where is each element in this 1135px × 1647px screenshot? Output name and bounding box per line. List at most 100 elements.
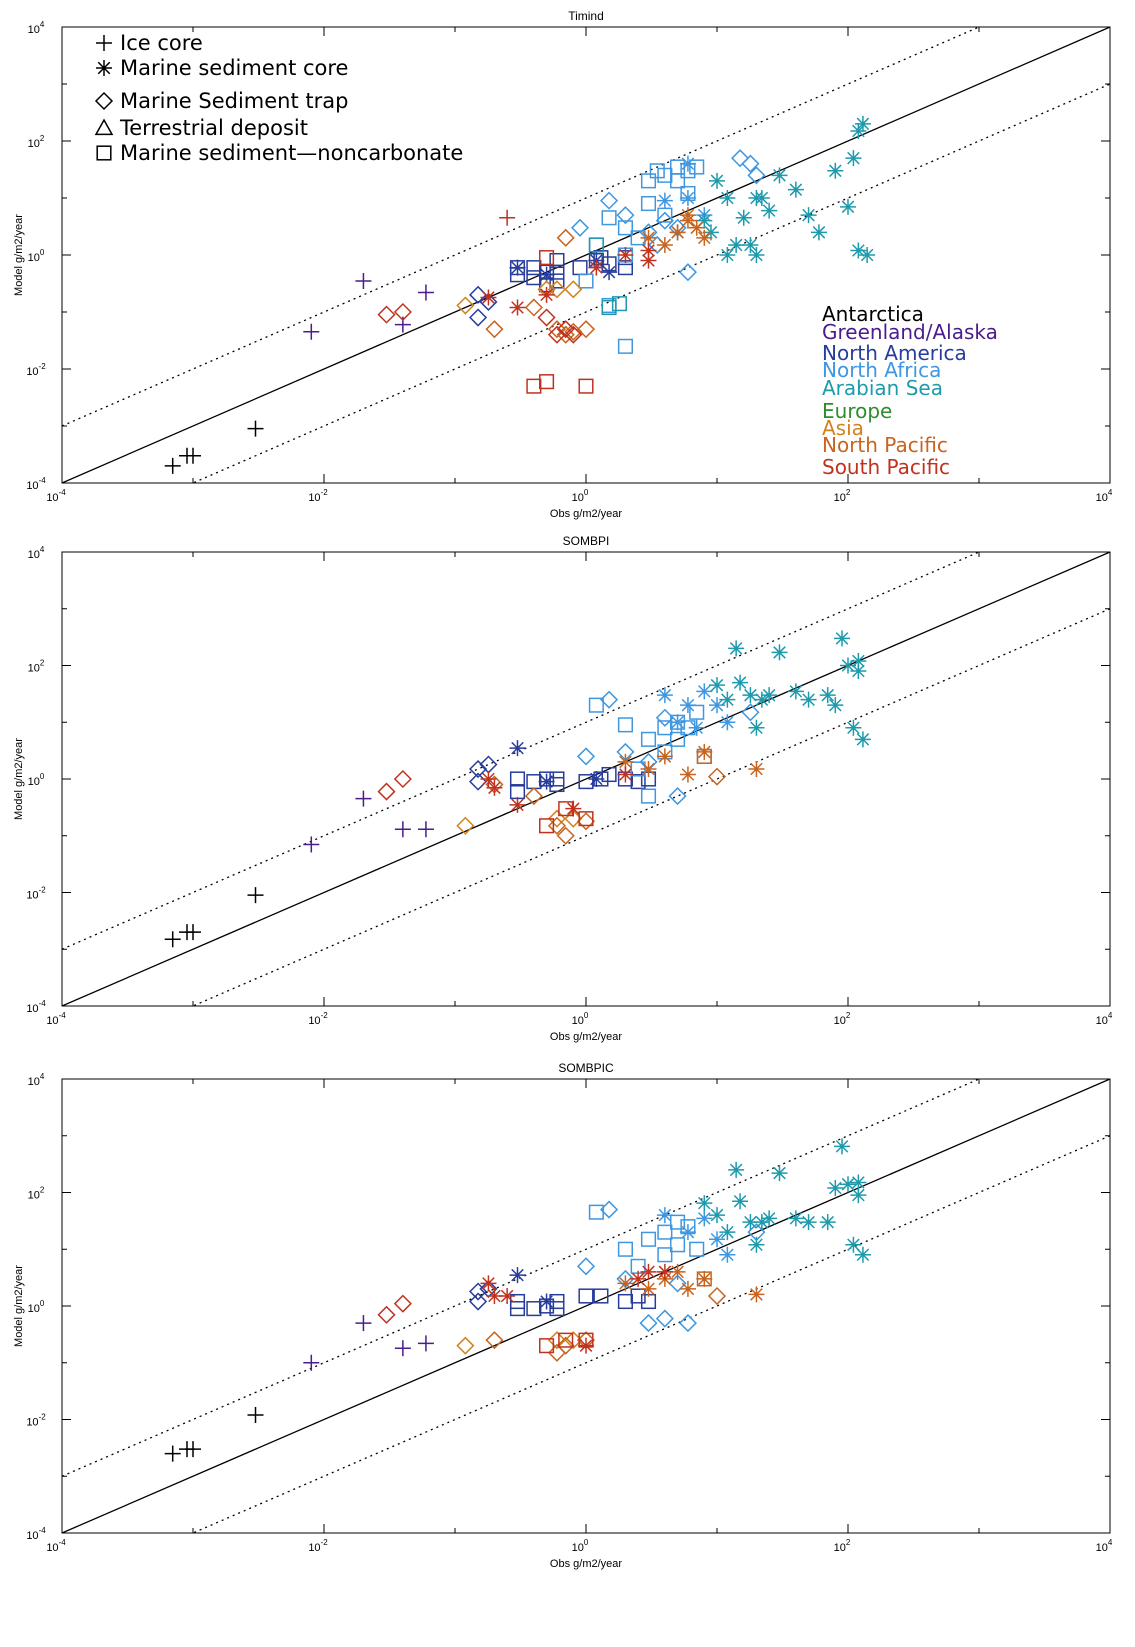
x-tick-label: 100 — [572, 1538, 589, 1554]
data-point-asterisk — [696, 1195, 713, 1212]
y-tick-label: 102 — [28, 1186, 45, 1202]
data-point-asterisk — [656, 687, 673, 704]
reference-lines — [62, 1079, 1110, 1533]
one-to-one-line — [62, 1079, 1110, 1533]
x-tick-label: 10-2 — [308, 1011, 328, 1027]
data-point-plus — [355, 1315, 372, 1332]
data-point-diamond — [570, 218, 590, 237]
y-tick-label: 100 — [28, 1299, 45, 1315]
data-point-asterisk — [827, 162, 844, 179]
data-point-square — [611, 296, 627, 312]
data-point-asterisk — [787, 181, 804, 198]
x-tick-label: 100 — [572, 488, 589, 504]
data-point-asterisk — [800, 1214, 817, 1231]
data-point-diamond — [393, 302, 412, 322]
data-point-asterisk — [827, 1180, 844, 1197]
data-point-asterisk — [509, 299, 526, 316]
data-point-asterisk — [753, 190, 770, 206]
data-point-diamond — [469, 308, 488, 327]
data-point-asterisk — [845, 719, 862, 736]
data-point-asterisk — [819, 1214, 836, 1231]
data-point-square — [588, 237, 604, 253]
legend-label: Marine sediment core — [120, 56, 348, 80]
data-point-asterisk — [696, 1210, 713, 1227]
data-point-asterisk — [728, 640, 745, 657]
data-point-diamond — [485, 320, 504, 339]
data-point-square — [539, 818, 555, 834]
data-point-asterisk — [742, 236, 759, 253]
data-point-asterisk — [709, 697, 725, 714]
data-point-square — [601, 766, 617, 783]
data-point-square — [689, 1241, 705, 1257]
data-point-diamond — [377, 782, 396, 801]
region-legend-label: North Pacific — [822, 433, 948, 457]
legend-label: Marine sediment—noncarbonate — [120, 141, 463, 165]
factor-ten-line — [191, 608, 1110, 1006]
data-point-diamond — [564, 280, 583, 299]
y-tick-label: 102 — [28, 659, 45, 675]
reference-lines — [62, 552, 1110, 1006]
data-point-square — [578, 1288, 594, 1304]
data-point-asterisk — [669, 1263, 686, 1280]
data-point-square — [640, 731, 657, 747]
data-point-asterisk — [834, 630, 851, 647]
data-point-diamond — [707, 1286, 727, 1306]
data-point-square — [640, 195, 657, 212]
data-point-asterisk — [850, 1187, 867, 1204]
data-point-asterisk — [656, 1263, 673, 1280]
reference-lines — [62, 27, 1110, 483]
data-point-asterisk — [480, 289, 497, 306]
chart-title: SOMBPIC — [558, 1061, 614, 1075]
data-point-square — [539, 1298, 555, 1314]
x-axis-label: Obs g/m2/year — [550, 508, 622, 520]
x-tick-label: 102 — [834, 1538, 851, 1554]
legend-marker-plus — [96, 35, 112, 51]
x-tick-label: 104 — [1096, 488, 1113, 504]
data-point-asterisk — [732, 674, 749, 691]
data-point-plus — [247, 420, 264, 437]
factor-ten-line — [62, 27, 981, 427]
x-tick-label: 10-2 — [308, 1538, 328, 1554]
data-point-diamond — [668, 787, 687, 806]
data-point-asterisk — [719, 1246, 736, 1263]
data-point-asterisk — [800, 207, 817, 224]
x-tick-label: 102 — [834, 1011, 851, 1027]
data-point-square — [578, 1332, 594, 1348]
data-point-asterisk — [735, 209, 752, 226]
data-point-asterisk — [509, 740, 526, 757]
data-point-asterisk — [688, 219, 705, 236]
data-point-asterisk — [640, 242, 657, 259]
data-point-asterisk — [679, 697, 696, 714]
data-point-asterisk — [709, 677, 725, 694]
data-point-diamond — [576, 812, 596, 831]
data-point-square — [539, 1338, 555, 1354]
data-point-asterisk — [709, 1231, 725, 1248]
data-point-diamond — [485, 1331, 504, 1350]
data-point-asterisk — [728, 1161, 745, 1178]
data-point-diamond — [377, 1305, 396, 1324]
data-point-diamond — [639, 1314, 658, 1333]
region-legend-label: Greenland/Alaska — [822, 320, 998, 344]
data-point-square — [601, 256, 617, 272]
data-point-asterisk — [480, 1275, 497, 1292]
data-point-plus — [355, 790, 372, 807]
data-point-asterisk — [850, 242, 867, 259]
data-point-asterisk — [480, 771, 497, 787]
data-point-asterisk — [719, 691, 736, 708]
x-tick-label: 104 — [1096, 1011, 1113, 1027]
data-point-asterisk — [679, 207, 696, 224]
data-point-asterisk — [640, 1280, 657, 1297]
data-point-asterisk — [748, 761, 765, 778]
data-point-diamond — [556, 1336, 575, 1355]
data-point-square — [696, 1271, 712, 1287]
data-point-diamond — [524, 787, 543, 806]
data-point-asterisk — [840, 1176, 856, 1193]
data-point-diamond — [655, 708, 674, 727]
data-point-asterisk — [669, 714, 686, 731]
panel-timind: 10-4 10-2 100 102 104 10-4 10-2 100 102 104 Timind… — [13, 9, 1113, 520]
data-point-asterisk — [761, 202, 778, 219]
data-point-diamond — [547, 325, 566, 344]
data-point-diamond — [576, 1257, 596, 1276]
chart-title: SOMBPI — [563, 534, 610, 548]
y-tick-label: 104 — [28, 1072, 45, 1088]
